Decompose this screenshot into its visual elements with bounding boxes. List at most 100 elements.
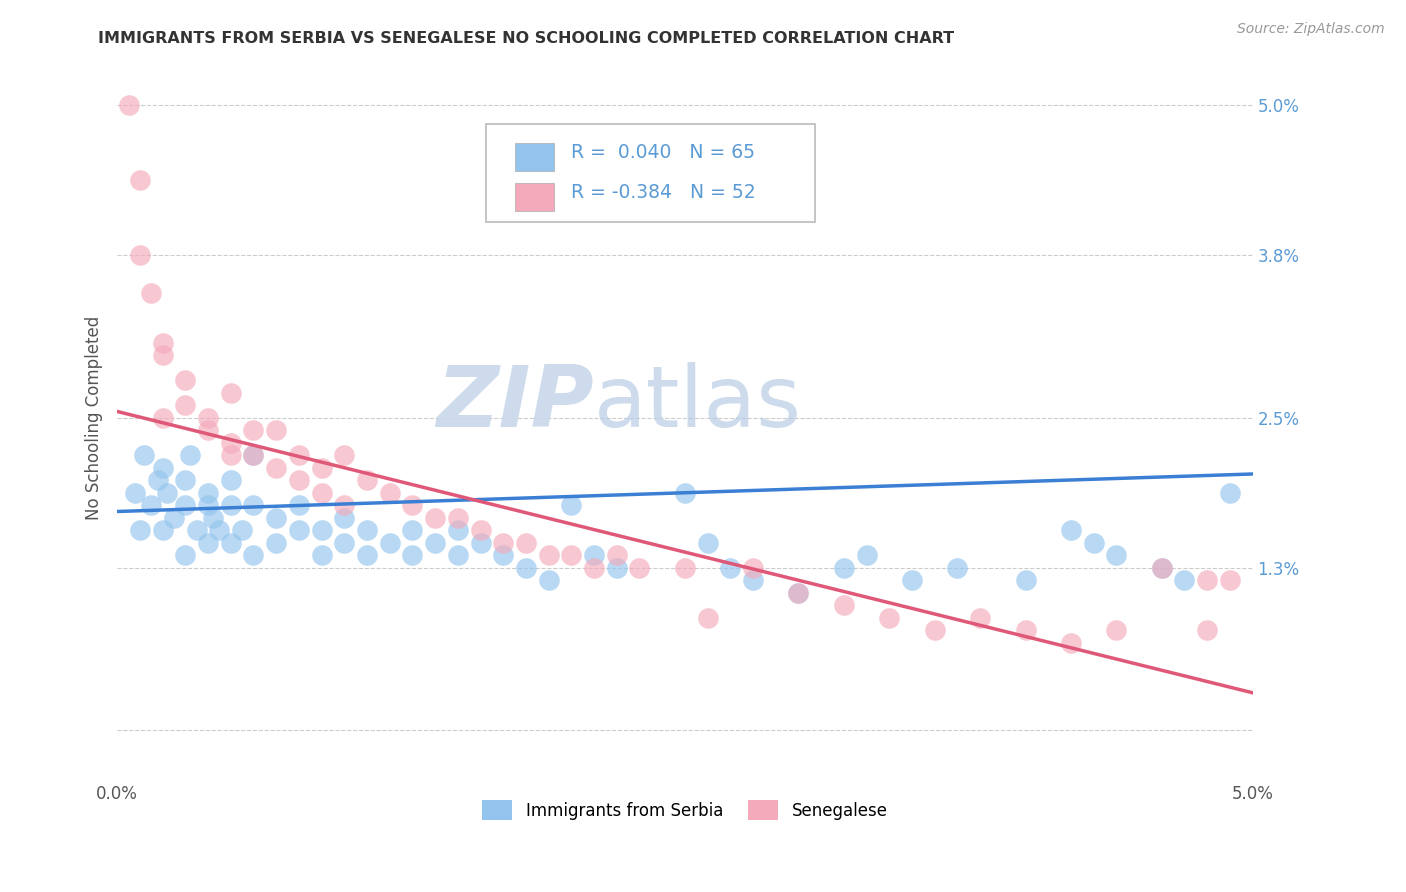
Point: [470, 523, 492, 537]
Point: [537, 574, 560, 588]
Point: [141, 498, 163, 512]
Point: [219, 498, 242, 512]
Point: [141, 285, 163, 300]
Point: [311, 548, 333, 562]
Point: [333, 510, 356, 524]
Point: [356, 473, 378, 487]
Text: ZIP: ZIP: [436, 362, 595, 445]
Point: [877, 611, 900, 625]
Point: [1150, 560, 1173, 574]
Point: [197, 410, 219, 425]
FancyBboxPatch shape: [515, 144, 554, 170]
Point: [492, 535, 515, 549]
Point: [311, 460, 333, 475]
Point: [401, 548, 423, 562]
Point: [333, 498, 356, 512]
FancyBboxPatch shape: [486, 124, 815, 222]
Point: [231, 523, 253, 537]
Point: [423, 535, 446, 549]
Point: [515, 560, 537, 574]
Point: [311, 523, 333, 537]
Point: [583, 548, 606, 562]
Point: [583, 560, 606, 574]
Point: [333, 448, 356, 462]
Point: [1060, 523, 1083, 537]
Point: [606, 560, 628, 574]
Point: [560, 548, 582, 562]
Point: [242, 448, 264, 462]
Point: [1173, 574, 1195, 588]
Point: [537, 548, 560, 562]
Point: [163, 510, 186, 524]
Point: [1150, 560, 1173, 574]
Point: [447, 523, 470, 537]
Point: [174, 398, 197, 412]
Point: [174, 473, 197, 487]
Point: [197, 498, 219, 512]
Text: R = -0.384   N = 52: R = -0.384 N = 52: [571, 183, 756, 202]
Point: [264, 535, 287, 549]
Point: [264, 510, 287, 524]
Point: [288, 448, 311, 462]
Point: [156, 485, 179, 500]
Point: [560, 498, 582, 512]
Point: [1197, 574, 1219, 588]
Point: [1219, 485, 1241, 500]
Point: [447, 510, 470, 524]
Point: [492, 548, 515, 562]
Point: [1014, 574, 1036, 588]
Point: [219, 535, 242, 549]
Point: [186, 523, 208, 537]
Point: [179, 448, 201, 462]
Point: [219, 385, 242, 400]
Point: [152, 410, 174, 425]
Point: [1105, 548, 1128, 562]
Point: [174, 373, 197, 387]
Point: [855, 548, 877, 562]
Point: [242, 448, 264, 462]
Point: [356, 523, 378, 537]
Point: [152, 523, 174, 537]
Text: IMMIGRANTS FROM SERBIA VS SENEGALESE NO SCHOOLING COMPLETED CORRELATION CHART: IMMIGRANTS FROM SERBIA VS SENEGALESE NO …: [98, 31, 955, 46]
Point: [124, 485, 146, 500]
Point: [333, 535, 356, 549]
Point: [129, 523, 152, 537]
Point: [401, 523, 423, 537]
Point: [152, 460, 174, 475]
Point: [378, 535, 401, 549]
Point: [787, 586, 810, 600]
Point: [311, 485, 333, 500]
Point: [787, 586, 810, 600]
Point: [673, 560, 696, 574]
Point: [378, 485, 401, 500]
Point: [208, 523, 231, 537]
Text: Source: ZipAtlas.com: Source: ZipAtlas.com: [1237, 22, 1385, 37]
Point: [264, 423, 287, 437]
Point: [1219, 574, 1241, 588]
Point: [606, 548, 628, 562]
Point: [288, 523, 311, 537]
Point: [832, 560, 855, 574]
Point: [628, 560, 651, 574]
Point: [197, 423, 219, 437]
Point: [201, 510, 224, 524]
Point: [242, 423, 264, 437]
Point: [219, 435, 242, 450]
Point: [219, 448, 242, 462]
Point: [129, 173, 152, 187]
Point: [696, 535, 718, 549]
Point: [470, 535, 492, 549]
Point: [832, 599, 855, 613]
Point: [117, 98, 139, 112]
Point: [718, 560, 741, 574]
Point: [946, 560, 969, 574]
Point: [219, 473, 242, 487]
Point: [1014, 624, 1036, 638]
Point: [264, 460, 287, 475]
Point: [423, 510, 446, 524]
Point: [152, 348, 174, 362]
Point: [174, 548, 197, 562]
Point: [673, 485, 696, 500]
Point: [515, 535, 537, 549]
Point: [1083, 535, 1105, 549]
